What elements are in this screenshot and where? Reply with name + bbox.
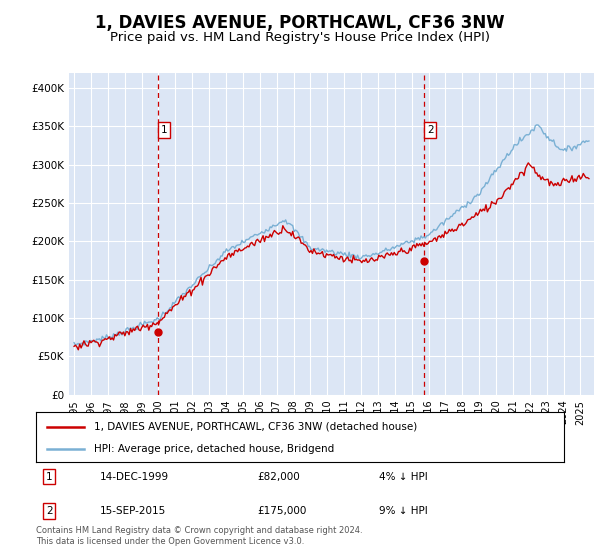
Text: 14-DEC-1999: 14-DEC-1999: [100, 472, 169, 482]
Text: 9% ↓ HPI: 9% ↓ HPI: [379, 506, 428, 516]
Text: Contains HM Land Registry data © Crown copyright and database right 2024.
This d: Contains HM Land Registry data © Crown c…: [36, 526, 362, 546]
Text: 1: 1: [46, 472, 53, 482]
Text: 1: 1: [161, 125, 167, 135]
Text: 15-SEP-2015: 15-SEP-2015: [100, 506, 166, 516]
Text: 1, DAVIES AVENUE, PORTHCAWL, CF36 3NW (detached house): 1, DAVIES AVENUE, PORTHCAWL, CF36 3NW (d…: [94, 422, 418, 432]
Text: Price paid vs. HM Land Registry's House Price Index (HPI): Price paid vs. HM Land Registry's House …: [110, 31, 490, 44]
Text: 4% ↓ HPI: 4% ↓ HPI: [379, 472, 428, 482]
Text: £82,000: £82,000: [258, 472, 301, 482]
Text: 1, DAVIES AVENUE, PORTHCAWL, CF36 3NW: 1, DAVIES AVENUE, PORTHCAWL, CF36 3NW: [95, 14, 505, 32]
Text: £175,000: £175,000: [258, 506, 307, 516]
Text: 2: 2: [427, 125, 434, 135]
Text: 2: 2: [46, 506, 53, 516]
Text: HPI: Average price, detached house, Bridgend: HPI: Average price, detached house, Brid…: [94, 445, 334, 454]
